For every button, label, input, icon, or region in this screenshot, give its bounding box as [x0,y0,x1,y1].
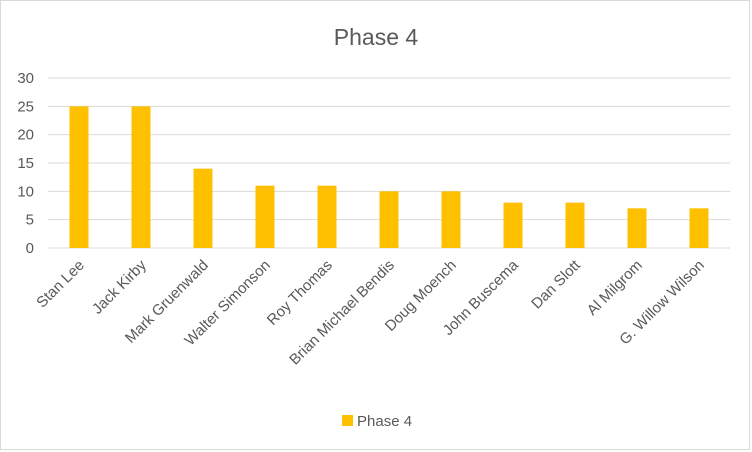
chart-title: Phase 4 [334,24,419,50]
bar [627,208,647,248]
x-tick-label: Dan Slott [528,256,584,312]
bar [69,106,89,248]
gridlines [48,77,730,249]
x-tick-label: Jack Kirby [89,256,150,317]
y-axis-ticks: 0 5 10 15 20 25 30 [17,70,34,257]
legend-label: Phase 4 [357,413,412,430]
bar [193,168,213,248]
y-tick-label: 5 [26,212,34,229]
bar [131,106,151,248]
y-tick-label: 15 [17,155,34,172]
legend-swatch [342,415,353,426]
x-tick-label: Al Milgrom [584,257,646,319]
x-tick-label: Stan Lee [33,257,87,311]
bar [565,202,585,248]
bar [379,191,399,248]
bar [255,185,275,248]
y-tick-label: 20 [17,127,34,144]
bar [689,208,709,248]
bar [441,191,461,248]
legend: Phase 4 [342,413,412,430]
y-tick-label: 10 [17,183,34,200]
bar [503,202,523,248]
y-tick-label: 30 [17,70,34,87]
y-tick-label: 0 [26,240,34,257]
bars [69,106,709,248]
x-tick-label: Brian Michael Bendis [286,257,398,369]
y-tick-label: 25 [17,98,34,115]
bar [317,185,337,248]
